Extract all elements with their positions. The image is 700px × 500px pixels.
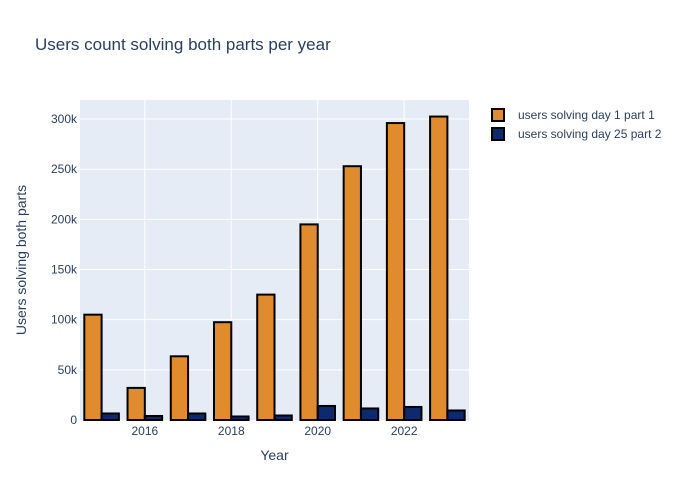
bar-day25-part2-2022[interactable] [403, 405, 423, 421]
y-axis-ticks: 0 50k 100k 150k 200k 250k 300k [51, 112, 78, 427]
y-tick-label: 100k [51, 313, 78, 327]
bar-day1-part1-2022[interactable] [385, 122, 406, 421]
chart-title: Users count solving both parts per year [35, 35, 331, 54]
bar-day1-part1-2015[interactable] [83, 313, 103, 422]
y-tick-label: 200k [51, 212, 78, 226]
y-tick-label: 50k [58, 363, 78, 377]
y-tick-label: 250k [51, 162, 78, 176]
legend-swatch [491, 127, 505, 141]
bar-day1-part1-2020[interactable] [299, 223, 319, 421]
y-axis-title: Users solving both parts [13, 185, 29, 335]
bar-day1-part1-2016[interactable] [126, 386, 146, 421]
bar-day25-part2-2021[interactable] [359, 407, 380, 421]
legend[interactable]: users solving day 1 part 1 users solving … [491, 108, 662, 141]
bar-day25-part2-2015[interactable] [100, 412, 120, 422]
bar-day1-part1-2019[interactable] [256, 293, 276, 421]
legend-item-day25-part2[interactable]: users solving day 25 part 2 [491, 127, 662, 141]
bar-day1-part1-2023[interactable] [429, 115, 449, 422]
legend-label: users solving day 25 part 2 [518, 127, 662, 141]
bar-day1-part1-2017[interactable] [169, 355, 190, 421]
legend-label: users solving day 1 part 1 [518, 108, 655, 122]
x-tick-label: 2022 [391, 424, 418, 438]
x-tick-label: 2016 [131, 424, 158, 438]
bar-day25-part2-2023[interactable] [446, 409, 466, 422]
y-tick-label: 150k [51, 263, 78, 277]
bar-day1-part1-2021[interactable] [342, 165, 362, 421]
legend-swatch [491, 108, 505, 122]
bar-day25-part2-2020[interactable] [316, 404, 337, 421]
bar-day25-part2-2017[interactable] [187, 412, 207, 422]
bars[interactable] [83, 115, 466, 422]
bar-day25-part2-2019[interactable] [273, 414, 293, 421]
x-axis-title: Year [260, 447, 289, 463]
legend-item-day1-part1[interactable]: users solving day 1 part 1 [491, 108, 655, 122]
bar-day1-part1-2018[interactable] [212, 321, 233, 421]
x-tick-label: 2018 [218, 424, 245, 438]
x-tick-label: 2020 [304, 424, 331, 438]
bar-day25-part2-2018[interactable] [230, 415, 250, 421]
y-tick-label: 300k [51, 112, 78, 126]
x-axis-ticks: 2016 2018 2020 2022 [131, 424, 417, 438]
bar-day25-part2-2016[interactable] [143, 414, 164, 421]
y-tick-label: 0 [70, 413, 77, 427]
